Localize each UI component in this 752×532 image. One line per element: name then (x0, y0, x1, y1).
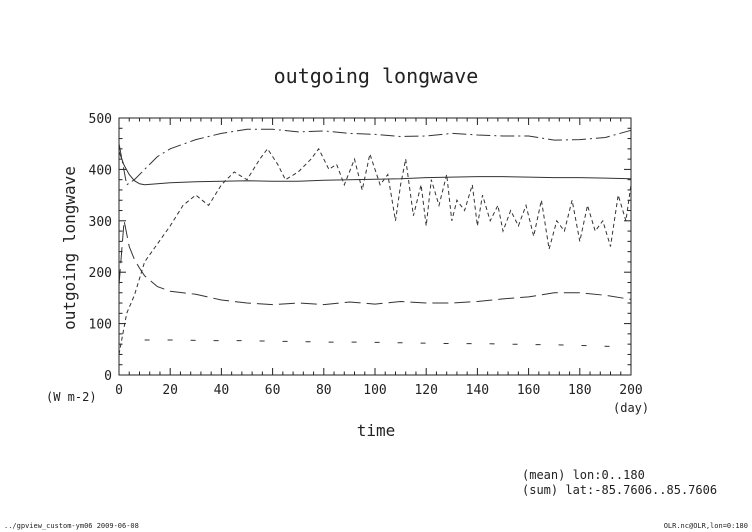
x-tick-label: 0 (115, 383, 123, 398)
x-tick-label: 120 (414, 383, 437, 398)
x-tick-label: 20 (162, 383, 178, 398)
x-tick-label: 100 (363, 383, 386, 398)
x-tick-label: 60 (265, 383, 281, 398)
series-layer (118, 128, 632, 355)
plot-frame (118, 117, 632, 376)
y-tick-label: 500 (89, 112, 112, 127)
x-tick-label: 40 (214, 383, 230, 398)
y-axis-label: outgoing longwave (60, 166, 79, 330)
series-line-2 (118, 128, 632, 186)
y-tick-label: 0 (104, 369, 112, 384)
series-line-3 (118, 220, 632, 306)
meta-sum: (sum) lat:-85.7606..85.7606 (522, 483, 717, 497)
x-axis-label: time (357, 421, 396, 440)
x-tick-label: 80 (316, 383, 332, 398)
series-line-4 (118, 147, 632, 355)
series-line-1 (118, 151, 632, 186)
axes-layer: 0 20 40 60 80 100 120 140 160 180 200 0 100 200 300 400… (89, 112, 643, 398)
y-tick-label: 200 (89, 266, 112, 281)
y-axis-unit: (W m-2) (46, 390, 97, 404)
footer-left: ../gpview_custom-ym06 2009-06-08 (4, 522, 139, 530)
series-line-5 (144, 339, 621, 348)
y-tick-label: 400 (89, 163, 112, 178)
y-tick-label: 100 (89, 318, 112, 333)
x-tick-label: 160 (517, 383, 540, 398)
footer-right: OLR.nc@OLR,lon=0:180 (664, 522, 748, 530)
x-axis-unit: (day) (613, 401, 649, 415)
x-tick-label: 180 (568, 383, 591, 398)
y-tick-label: 300 (89, 215, 112, 230)
chart-title: outgoing longwave (274, 64, 479, 88)
x-tick-label: 200 (619, 383, 642, 398)
x-tick-label: 140 (466, 383, 489, 398)
meta-mean: (mean) lon:0..180 (522, 468, 645, 482)
